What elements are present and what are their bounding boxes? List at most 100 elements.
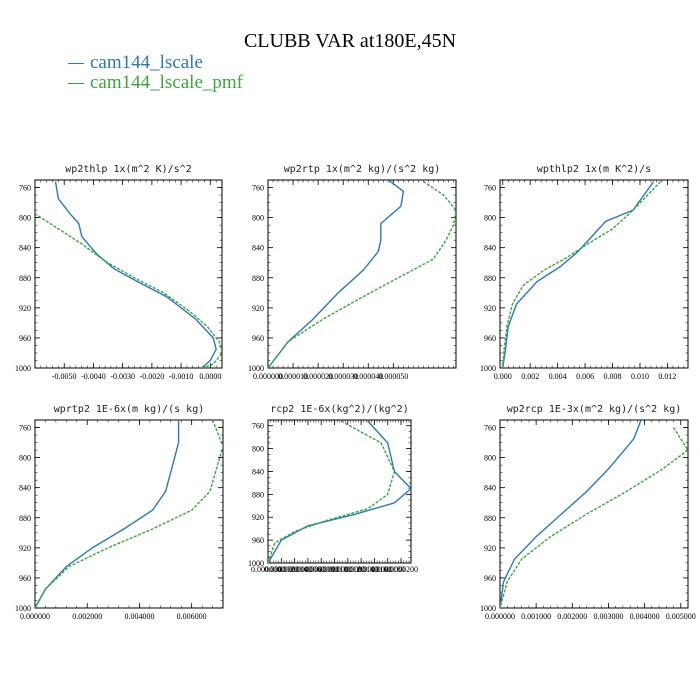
y-tick-label: 840 [252, 467, 264, 476]
x-tick-label: -0.0050 [52, 372, 77, 381]
x-tick-label: 0.012 [658, 372, 676, 381]
x-tick-label: 0.008 [604, 372, 622, 381]
y-tick-label: 920 [484, 544, 496, 553]
y-tick-label: 800 [252, 445, 264, 454]
x-tick-label: 0.000000 [485, 612, 515, 621]
y-tick-label: 840 [484, 484, 496, 493]
x-tick-label: 0.006 [576, 372, 594, 381]
plot-frame [34, 179, 223, 369]
series-line-lscale [500, 420, 642, 608]
series-line-lscale-pmf [502, 181, 662, 368]
y-tick-label: 920 [19, 544, 31, 553]
x-tick-label: 0.0000080 [304, 565, 338, 574]
legend-item-lscale-pmf: cam144_lscale_pmf [68, 72, 243, 94]
x-tick-label: 0.010 [631, 372, 649, 381]
x-tick-label: 0.0000040 [278, 565, 312, 574]
plot-frame [267, 419, 412, 564]
y-tick-label: 1000 [480, 604, 496, 613]
x-tick-label: -0.0020 [140, 372, 165, 381]
legend-line-icon [68, 63, 84, 65]
series-line-lscale [35, 420, 180, 608]
y-tick-label: 880 [19, 274, 31, 283]
y-tick-label: 1000 [15, 604, 31, 613]
panel-title: wpthlp2 1x(m K^2)/s [537, 164, 651, 175]
x-tick-label: 0.0000 [199, 372, 221, 381]
x-tick-label: 0.000000 [20, 612, 50, 621]
y-tick-label: 760 [252, 422, 264, 431]
x-tick-label: 0.004000 [630, 612, 660, 621]
x-tick-label: 0.000020 [303, 372, 333, 381]
y-tick-label: 800 [19, 454, 31, 463]
plot-frame [34, 419, 224, 609]
x-tick-label: 0.000050 [378, 372, 408, 381]
y-tick-label: 880 [252, 274, 264, 283]
y-tick-label: 960 [252, 334, 264, 343]
x-tick-label: 0.0000000 [251, 565, 285, 574]
plot-frame [499, 419, 689, 609]
x-tick-label: 0.002000 [557, 612, 587, 621]
x-tick-label: -0.0040 [81, 372, 106, 381]
series-line-lscale [268, 420, 411, 563]
y-tick-label: 800 [252, 214, 264, 223]
series-line-lscale-pmf [268, 180, 456, 368]
y-tick-label: 960 [19, 334, 31, 343]
x-tick-label: 0.000010 [278, 372, 308, 381]
chart-panel: rcp2 1E-6x(kg^2)/(kg^2) 760 800 840 880 920 96… [248, 404, 418, 574]
x-tick-label: 0.0000060 [291, 565, 325, 574]
series-line-lscale-pmf [268, 420, 396, 563]
x-tick-label: 0.000040 [353, 372, 383, 381]
y-tick-label: 960 [484, 574, 496, 583]
x-tick-label: 0.0000180 [371, 565, 405, 574]
y-tick-label: 920 [19, 304, 31, 313]
series-line-lscale [54, 181, 217, 368]
x-tick-label: -0.0010 [169, 372, 194, 381]
x-tick-label: 0.000 [494, 372, 512, 381]
y-tick-label: 840 [252, 244, 264, 253]
y-tick-label: 1000 [248, 364, 264, 373]
y-tick-label: 1000 [248, 559, 264, 568]
chart-panel: wp2thlp 1x(m^2 K)/s^2 760 800 840 880 920 960 1… [15, 164, 223, 381]
y-tick-label: 800 [484, 454, 496, 463]
plot-frame [499, 179, 689, 369]
series-line-lscale [502, 181, 655, 368]
chart-panel: wprtp2 1E-6x(m kg)/(s kg) 760 800 840 880 920… [15, 404, 224, 621]
legend-label: cam144_lscale_pmf [90, 72, 244, 93]
y-tick-label: 1000 [480, 364, 496, 373]
legend-label: cam144_lscale [90, 52, 203, 73]
legend-line-icon [68, 83, 84, 85]
x-tick-label: 0.004 [549, 372, 567, 381]
panel-title: wp2rcp 1E-3x(m^2 kg)/(s^2 kg) [507, 404, 682, 415]
y-tick-label: 960 [252, 536, 264, 545]
y-tick-label: 800 [19, 214, 31, 223]
chart-panel: wp2rcp 1E-3x(m^2 kg)/(s^2 kg) 760 800 840 88… [480, 404, 696, 621]
y-tick-label: 760 [484, 424, 496, 433]
x-tick-label: 0.0000120 [331, 565, 365, 574]
legend-item-lscale: cam144_lscale [68, 52, 203, 74]
x-tick-label: 0.002000 [72, 612, 102, 621]
x-tick-label: 0.0000200 [384, 565, 418, 574]
y-tick-label: 920 [252, 513, 264, 522]
x-tick-label: -0.0030 [110, 372, 135, 381]
x-tick-label: 0.000030 [328, 372, 358, 381]
y-tick-label: 880 [484, 274, 496, 283]
series-line-lscale-pmf [35, 420, 223, 608]
y-tick-label: 880 [19, 514, 31, 523]
y-tick-label: 1000 [15, 364, 31, 373]
y-tick-label: 760 [252, 184, 264, 193]
y-tick-label: 840 [19, 484, 31, 493]
y-tick-label: 800 [484, 214, 496, 223]
chart-panel: wpthlp2 1x(m K^2)/s 760 800 840 880 920 960 100… [480, 164, 689, 381]
x-tick-label: 0.004000 [124, 612, 154, 621]
x-tick-label: 0.0000160 [357, 565, 391, 574]
y-tick-label: 840 [19, 244, 31, 253]
y-tick-label: 760 [19, 424, 31, 433]
x-tick-label: 0.000000 [253, 372, 283, 381]
x-tick-label: 0.0000020 [264, 565, 298, 574]
y-tick-label: 960 [484, 334, 496, 343]
x-tick-label: 0.0000100 [318, 565, 352, 574]
x-tick-label: 0.003000 [593, 612, 623, 621]
series-line-lscale [268, 180, 405, 368]
series-line-lscale-pmf [35, 212, 222, 368]
panel-title: wp2thlp 1x(m^2 K)/s^2 [65, 164, 191, 175]
